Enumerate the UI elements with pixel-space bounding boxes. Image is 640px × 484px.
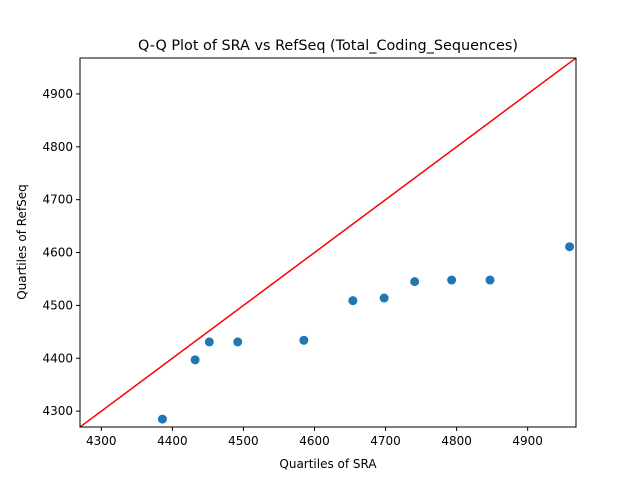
x-tick-label-2: 4500 — [228, 434, 259, 448]
data-point-4 — [299, 335, 309, 345]
x-axis-ticks: 4300 4400 4500 4600 4700 4800 4900 — [86, 427, 543, 448]
x-tick-label-3: 4600 — [299, 434, 330, 448]
data-points — [157, 242, 575, 424]
y-tick-label-2: 4500 — [42, 298, 73, 312]
x-tick-label-0: 4300 — [86, 434, 117, 448]
y-tick-label-5: 4800 — [42, 140, 73, 154]
x-tick-label-4: 4700 — [370, 434, 401, 448]
x-tick-label-6: 4900 — [512, 434, 543, 448]
data-point-10 — [565, 242, 575, 252]
y-tick-label-3: 4600 — [42, 246, 73, 260]
reference-line — [80, 58, 576, 427]
plot-frame — [79, 57, 577, 428]
y-tick-label-4: 4700 — [42, 193, 73, 207]
chart-title: Q-Q Plot of SRA vs RefSeq (Total_Coding_… — [138, 38, 518, 54]
x-axis-label: Quartiles of SRA — [279, 457, 377, 471]
data-point-2 — [204, 337, 214, 347]
y-tick-label-0: 4300 — [42, 404, 73, 418]
data-point-6 — [379, 293, 389, 303]
y-tick-label-1: 4400 — [42, 351, 73, 365]
data-point-0 — [157, 414, 167, 424]
y-axis-label: Quartiles of RefSeq — [15, 184, 29, 300]
data-point-8 — [447, 275, 457, 285]
x-tick-label-1: 4400 — [157, 434, 188, 448]
x-tick-label-5: 4800 — [441, 434, 472, 448]
data-point-3 — [233, 337, 243, 347]
y-tick-label-6: 4900 — [42, 87, 73, 101]
data-point-5 — [348, 296, 358, 306]
data-point-1 — [190, 355, 200, 365]
data-point-7 — [410, 277, 420, 287]
data-point-9 — [485, 275, 495, 285]
reference-line-group — [80, 58, 576, 427]
y-axis-ticks: 4300 4400 4500 4600 4700 4800 4900 — [42, 87, 80, 418]
